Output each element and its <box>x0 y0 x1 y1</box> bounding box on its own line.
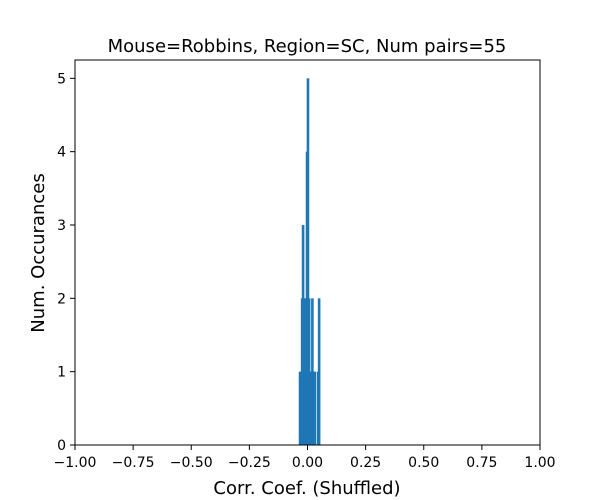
histogram-bar <box>313 371 317 445</box>
x-tick-label: 0.50 <box>408 455 439 471</box>
y-tick-label: 1 <box>57 365 66 381</box>
x-tick-label: −0.50 <box>170 455 213 471</box>
x-axis-label: Corr. Coef. (Shuffled) <box>213 478 400 499</box>
y-tick-label: 0 <box>57 438 66 454</box>
histogram-bar <box>306 78 310 445</box>
x-tick-label: 0.75 <box>466 455 497 471</box>
x-tick-label: 0.25 <box>350 455 381 471</box>
y-tick-label: 3 <box>57 218 66 234</box>
bars-group <box>298 78 321 446</box>
chart-title: Mouse=Robbins, Region=SC, Num pairs=55 <box>108 36 507 57</box>
x-tick-label: −0.75 <box>112 455 155 471</box>
y-tick-label: 4 <box>57 145 66 161</box>
x-tick-label: −1.00 <box>54 455 97 471</box>
histogram-bar <box>302 298 306 445</box>
y-tick-label: 2 <box>57 291 66 307</box>
histogram-bar <box>307 298 311 445</box>
y-tick-label: 5 <box>57 71 66 87</box>
histogram-bar <box>317 298 321 445</box>
x-tick-label: −0.25 <box>228 455 271 471</box>
y-axis-ticks: 0 1 2 3 4 5 <box>57 71 75 454</box>
histogram-bar <box>311 298 314 445</box>
x-axis-ticks: −1.00 −0.75 −0.50 −0.25 0.00 0.25 0.50 0.75 1.00 <box>54 445 556 471</box>
x-tick-label: 1.00 <box>524 455 555 471</box>
y-axis-label: Num. Occurances <box>28 173 49 332</box>
x-tick-label: 0.00 <box>292 455 323 471</box>
